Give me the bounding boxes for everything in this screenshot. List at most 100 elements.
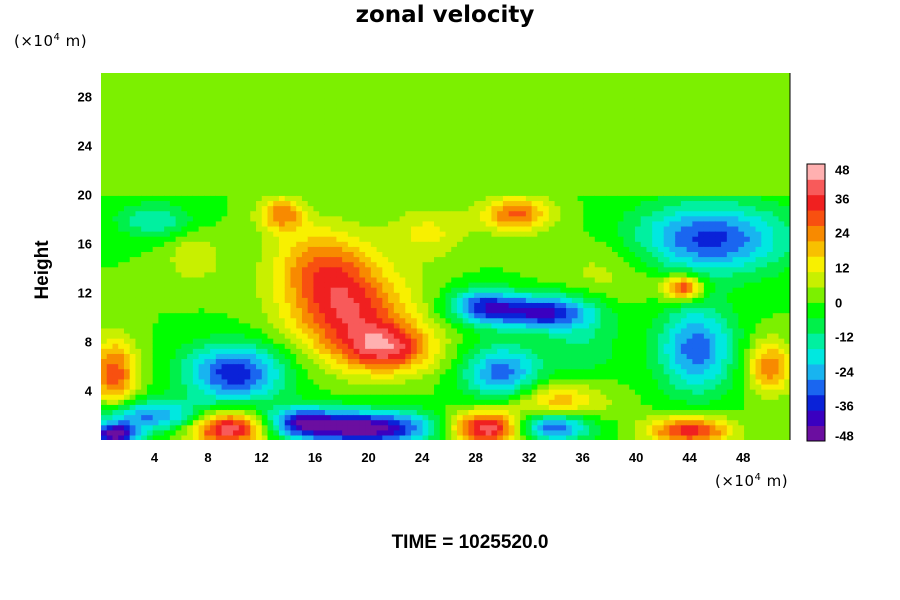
heatmap-cell [485, 195, 493, 202]
heatmap-cell [233, 200, 240, 207]
heatmap-cell [347, 276, 355, 283]
heatmap-cell [324, 88, 332, 94]
heatmap-cell [422, 271, 429, 278]
heatmap-cell [307, 312, 315, 319]
heatmap-cell [164, 134, 171, 140]
heatmap-cell [324, 205, 332, 212]
heatmap-cell [164, 195, 171, 202]
heatmap-cell [468, 78, 475, 84]
heatmap-cell [388, 389, 395, 395]
heatmap-cell [296, 332, 303, 339]
heatmap-cell [336, 266, 343, 273]
heatmap-cell [324, 358, 332, 365]
heatmap-cell [491, 118, 498, 125]
heatmap-cell [198, 246, 205, 253]
heatmap-cell [359, 190, 366, 196]
heatmap-cell [267, 317, 274, 324]
heatmap-cell [451, 353, 458, 360]
heatmap-cell [101, 383, 108, 390]
heatmap-cell [324, 169, 332, 176]
heatmap-cell [261, 373, 269, 380]
heatmap-cell [169, 327, 177, 334]
heatmap-cell [250, 297, 257, 303]
heatmap-cell [399, 236, 406, 242]
heatmap-cell [422, 88, 429, 94]
heatmap-cell [353, 404, 360, 411]
heatmap-cell [146, 210, 154, 217]
heatmap-cell [319, 93, 326, 100]
heatmap-cell [112, 251, 119, 258]
heatmap-cell [112, 281, 119, 288]
heatmap-cell [221, 98, 228, 105]
heatmap-cell [250, 139, 257, 145]
heatmap-cell [474, 307, 481, 314]
heatmap-cell [267, 266, 274, 273]
heatmap-cell [451, 383, 458, 390]
heatmap-cell [106, 154, 114, 161]
heatmap-cell [399, 93, 406, 100]
heatmap-cell [256, 149, 263, 156]
heatmap-cell [319, 429, 326, 436]
heatmap-cell [479, 149, 487, 156]
heatmap-cell [158, 164, 165, 171]
heatmap-cell [319, 164, 326, 171]
heatmap-cell [324, 118, 332, 125]
heatmap-cell [112, 195, 119, 202]
heatmap-cell [428, 383, 435, 390]
heatmap-cell [296, 205, 303, 212]
heatmap-cell [301, 98, 309, 105]
heatmap-cell [382, 134, 389, 140]
heatmap-cell [101, 287, 108, 293]
heatmap-cell [101, 368, 108, 375]
heatmap-cell [261, 73, 269, 79]
heatmap-cell [370, 434, 378, 440]
heatmap-cell [198, 429, 205, 436]
heatmap-cell [227, 322, 234, 329]
heatmap-cell [411, 73, 418, 79]
heatmap-cell [405, 348, 412, 354]
heatmap-cell [118, 190, 125, 196]
heatmap-cell [347, 394, 355, 400]
heatmap-cell [376, 332, 383, 339]
heatmap-cell [445, 251, 452, 258]
heatmap-cell [307, 256, 315, 263]
heatmap-cell [210, 292, 217, 298]
heatmap-cell [451, 200, 458, 207]
heatmap-cell [468, 246, 475, 253]
heatmap-cell [187, 78, 194, 84]
heatmap-cell [175, 241, 182, 247]
heatmap-cell [370, 195, 378, 202]
heatmap-cell [101, 123, 108, 130]
heatmap-cell [129, 103, 137, 110]
heatmap-cell [474, 241, 481, 247]
heatmap-cell [468, 261, 475, 268]
heatmap-cell [439, 225, 447, 232]
heatmap-cell [135, 322, 142, 329]
heatmap-cell [428, 200, 435, 207]
heatmap-cell [451, 363, 458, 370]
heatmap-cell [462, 363, 470, 370]
heatmap-cell [434, 373, 441, 380]
heatmap-cell [158, 292, 165, 298]
heatmap-cell [129, 88, 137, 94]
heatmap-cell [451, 118, 458, 125]
heatmap-cell [445, 241, 452, 247]
heatmap-cell [278, 419, 286, 426]
heatmap-cell [422, 236, 429, 242]
heatmap-cell [393, 322, 401, 329]
heatmap-cell [342, 123, 349, 130]
heatmap-cell [353, 210, 360, 217]
heatmap-cell [451, 169, 458, 176]
heatmap-cell [462, 246, 470, 253]
heatmap-cell [382, 215, 389, 222]
heatmap-cell [169, 180, 177, 186]
heatmap-cell [393, 307, 401, 314]
heatmap-cell [141, 358, 148, 365]
heatmap-cell [388, 195, 395, 202]
heatmap-cell [129, 394, 137, 400]
heatmap-cell [250, 180, 257, 186]
heatmap-cell [411, 429, 418, 436]
heatmap-cell [175, 312, 182, 319]
heatmap-cell [146, 322, 154, 329]
heatmap-cell [169, 256, 177, 263]
